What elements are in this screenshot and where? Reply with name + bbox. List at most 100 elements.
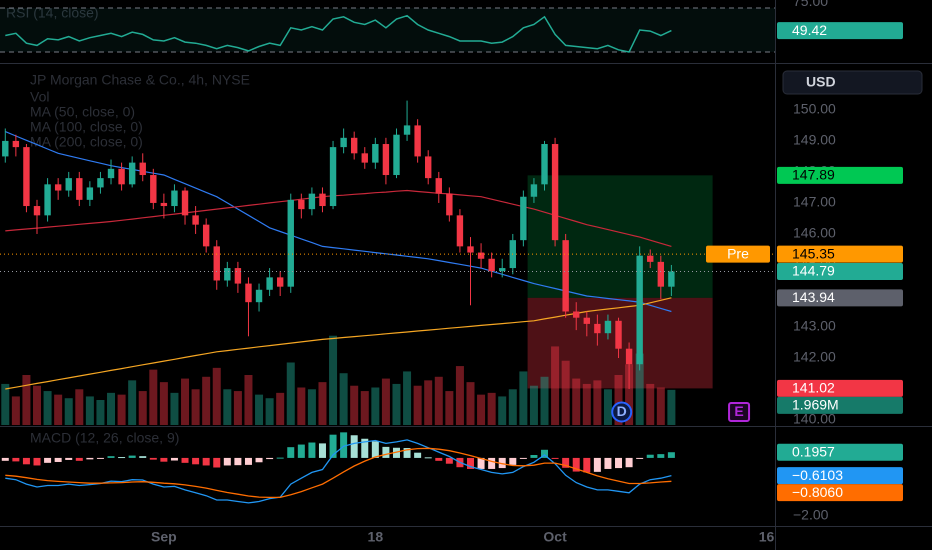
price-badge-label: 1.969M bbox=[792, 397, 839, 413]
price-badge bbox=[777, 245, 903, 263]
candle-body bbox=[393, 134, 400, 176]
macd-histogram-bar bbox=[65, 457, 73, 460]
candle-body bbox=[23, 147, 30, 207]
price-badge bbox=[777, 166, 903, 184]
volume-bar bbox=[107, 392, 116, 425]
macd-histogram-bar bbox=[255, 457, 263, 463]
candle-body bbox=[541, 144, 548, 185]
volume-bar bbox=[233, 391, 242, 425]
volume-bar bbox=[223, 389, 232, 425]
volume-bar bbox=[181, 378, 190, 425]
candle-body bbox=[340, 137, 347, 148]
volume-bar bbox=[582, 383, 591, 425]
volume-bar bbox=[11, 396, 20, 425]
y-tick-label: 150.00 bbox=[793, 101, 836, 117]
candle-body bbox=[403, 125, 411, 135]
volume-bar bbox=[403, 371, 412, 425]
candle-body bbox=[54, 184, 62, 191]
volume-bar bbox=[202, 376, 211, 425]
volume-bar bbox=[297, 387, 306, 425]
volume-bar bbox=[117, 394, 126, 425]
x-tick-label: Oct bbox=[543, 529, 567, 545]
marker-label: E bbox=[734, 403, 743, 419]
volume-bar bbox=[75, 389, 84, 425]
candle-body bbox=[657, 261, 665, 287]
macd-histogram-bar bbox=[340, 432, 348, 458]
macd-histogram-bar bbox=[530, 455, 538, 458]
macd-histogram-bar bbox=[139, 456, 147, 458]
volume-bar bbox=[572, 378, 581, 425]
rsi-band bbox=[0, 8, 775, 52]
price-badge bbox=[777, 22, 903, 40]
candle-body bbox=[128, 162, 136, 185]
volume-bar bbox=[1, 383, 10, 425]
price-badge-label: −0.8060 bbox=[792, 484, 843, 500]
macd-histogram-bar bbox=[466, 457, 474, 469]
macd-histogram-bar bbox=[551, 457, 559, 459]
volume-bar bbox=[33, 385, 42, 425]
macd-histogram-bar bbox=[244, 457, 252, 465]
y-tick-label: 143.00 bbox=[793, 318, 836, 334]
y-tick-label: 75.00 bbox=[793, 0, 828, 9]
candle-body bbox=[562, 240, 569, 312]
volume-title: Vol bbox=[30, 89, 49, 105]
volume-bar bbox=[625, 364, 634, 425]
volume-bar bbox=[318, 382, 327, 425]
candle-body bbox=[319, 193, 326, 207]
volume-bar bbox=[265, 398, 274, 425]
macd-histogram-bar bbox=[636, 457, 644, 459]
macd-histogram-bar bbox=[223, 457, 231, 466]
volume-bar bbox=[360, 391, 369, 425]
price-badge bbox=[777, 289, 903, 307]
volume-bar bbox=[191, 389, 200, 425]
candle-body bbox=[245, 283, 252, 303]
macd-histogram-bar bbox=[75, 457, 83, 461]
macd-histogram-bar bbox=[498, 457, 506, 469]
candle-body bbox=[287, 199, 294, 287]
volume-bar bbox=[371, 387, 380, 425]
volume-bar bbox=[667, 389, 676, 425]
candle-body bbox=[44, 184, 51, 216]
price-badge-label: 145.35 bbox=[792, 245, 835, 261]
macd-histogram-bar bbox=[266, 457, 274, 460]
candle-body bbox=[224, 268, 231, 281]
macd-histogram-bar bbox=[572, 457, 580, 472]
macd-histogram-bar bbox=[160, 457, 168, 462]
macd-histogram-bar bbox=[318, 443, 326, 458]
volume-bar bbox=[329, 335, 338, 425]
candle-body bbox=[266, 277, 273, 290]
candle-body bbox=[372, 144, 379, 163]
indicator-title: MACD (12, 26, close, 9) bbox=[30, 430, 179, 446]
macd-histogram-bar bbox=[646, 454, 654, 458]
price-badge-label: 147.89 bbox=[792, 167, 835, 183]
macd-histogram-bar bbox=[118, 457, 126, 459]
macd-histogram-bar bbox=[287, 447, 295, 458]
macd-histogram-bar bbox=[202, 457, 210, 466]
rsi-line bbox=[5, 14, 672, 53]
price-badge-label: 144.79 bbox=[792, 263, 835, 279]
volume-bar bbox=[339, 373, 348, 425]
volume-bar bbox=[455, 366, 464, 425]
currency-button[interactable] bbox=[782, 70, 923, 95]
price-badge-label: 141.02 bbox=[792, 380, 835, 396]
candle-body bbox=[488, 258, 495, 272]
ma-title: MA (200, close, 0) bbox=[30, 134, 143, 150]
volume-bar bbox=[413, 385, 422, 425]
volume-bar bbox=[593, 380, 602, 425]
candle-body bbox=[530, 184, 538, 197]
macd-histogram-bar bbox=[667, 452, 675, 458]
macd-histogram-bar bbox=[477, 457, 485, 469]
macd-histogram-bar bbox=[445, 457, 453, 464]
y-tick-label: 149.00 bbox=[793, 132, 836, 148]
candle-body bbox=[573, 311, 580, 318]
volume-bar bbox=[529, 385, 538, 425]
candle-body bbox=[86, 187, 94, 200]
volume-bar bbox=[656, 387, 665, 425]
macd-histogram-bar bbox=[213, 457, 221, 468]
volume-bar bbox=[170, 392, 179, 425]
candle-body bbox=[234, 268, 242, 284]
price-badge bbox=[777, 262, 903, 280]
volume-bar bbox=[381, 378, 390, 425]
